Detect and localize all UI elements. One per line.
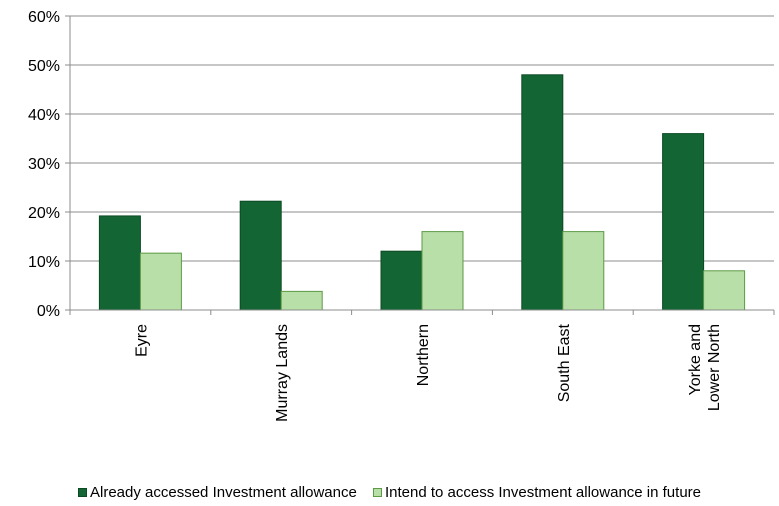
bar-already-accessed-3 [521,74,564,311]
y-tick-label: 20% [28,205,60,222]
category-label-line: Eyre [133,324,150,357]
legend-item-series-2: Intend to access Investment allowance in… [372,484,701,501]
category-labels: Eyre Murray Lands Northern South East Yorke … [133,323,723,421]
gridlines [70,15,774,262]
y-axis-ticks: 0% 10% 20% 30% 40% 50% 60% [28,9,60,320]
y-tick-label: 40% [28,107,60,124]
y-tick-label: 10% [28,254,60,271]
bars [98,74,746,311]
legend-swatch-series-2 [372,488,382,497]
legend-swatch-series-1 [78,488,87,497]
category-label: Northern [415,324,432,386]
bar-already-accessed-4 [662,133,705,311]
bar-intend-to-access-2 [421,231,464,311]
legend-label-series-2: Intend to access Investment allowance in… [384,484,701,501]
bar-intend-to-access-1 [280,290,323,311]
y-tick-label: 60% [28,9,60,26]
category-label-line: South East [556,323,573,402]
y-tick-label: 30% [28,156,60,173]
bar-already-accessed-2 [380,250,423,311]
category-label-line: Northern [415,324,432,386]
category-label-line: Yorke and [687,324,704,395]
bar-intend-to-access-3 [562,231,605,311]
category-label-line: Lower North [706,324,723,411]
category-label: South East [556,323,573,402]
category-label: Eyre [133,324,150,357]
bar-intend-to-access-4 [703,270,746,311]
bar-already-accessed-1 [239,200,282,311]
y-tick-label: 50% [28,58,60,75]
legend-label-series-1: Already accessed Investment allowance [90,484,357,501]
category-label: Murray Lands [274,324,291,422]
bar-already-accessed-0 [98,215,141,311]
bar-intend-to-access-0 [139,252,182,311]
category-label: Yorke and Lower North [687,324,723,411]
category-label-line: Murray Lands [274,324,291,422]
legend-item-series-1: Already accessed Investment allowance [78,484,357,501]
legend: Already accessed Investment allowance In… [0,484,779,501]
y-tick-label: 0% [37,303,60,320]
axes [65,15,775,315]
